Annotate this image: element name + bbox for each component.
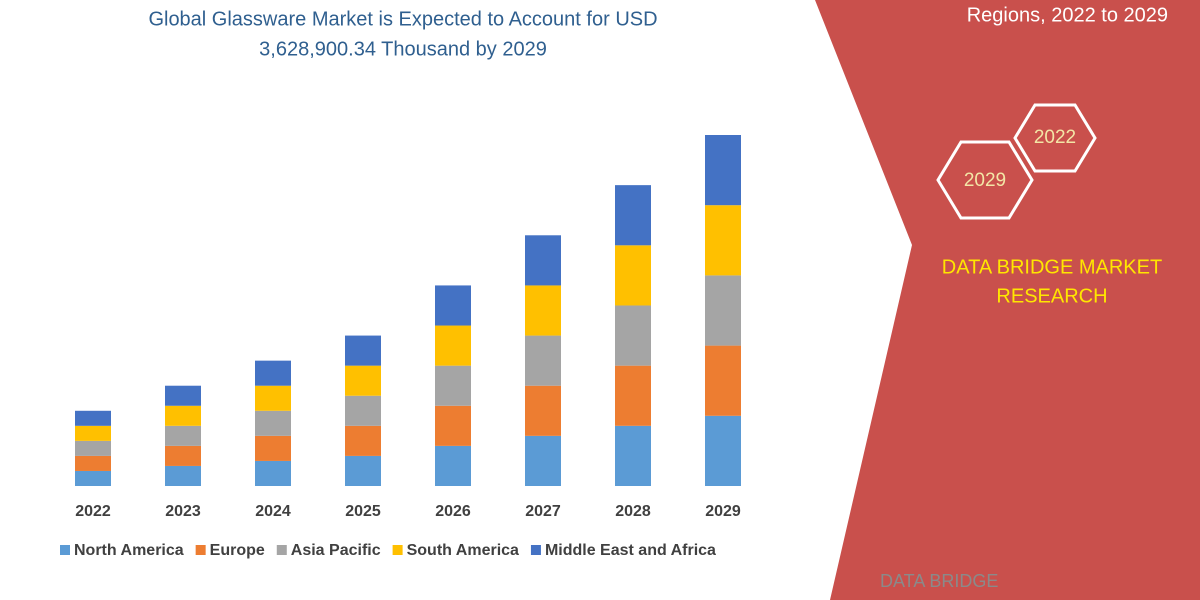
bar-segment [525,235,561,286]
bar-segment [255,410,291,436]
legend-label: Europe [210,542,265,559]
bar-segment [615,185,651,246]
legend-label: South America [407,542,519,559]
bar-segment [165,465,201,486]
hexagon [936,140,1034,220]
legend-swatch [530,545,541,555]
bar-segment [705,345,741,416]
bar-segment [165,385,201,406]
brand-name: DATA BRIDGE MARKET [942,256,1162,278]
bar-segment [525,385,561,436]
bar-segment [165,445,201,466]
bar-segment [165,405,201,426]
chart-title: 3,628,900.34 Thousand by 2029 [259,38,547,60]
legend-label: North America [74,542,184,559]
x-tick-label: 2025 [345,503,381,520]
x-tick-label: 2023 [165,503,201,520]
bar-segment [435,365,471,406]
bar-segment [345,365,381,396]
bar-segment [255,435,291,461]
side-heading: Regions, 2022 to 2029 [967,4,1168,26]
legend-swatch [276,545,287,555]
legend-swatch [60,545,70,555]
bar-segment [435,285,471,326]
bar-segment [705,135,741,206]
bar-segment [75,410,111,426]
bar-segment [435,325,471,366]
bar-segment [705,205,741,276]
x-tick-label: 2026 [435,503,471,520]
hexagon-label: 2029 [964,170,1006,191]
bar-segment [255,360,291,386]
bar-segment [615,305,651,366]
plot-area: 2022 2023 2024 2025 2026 2027 2028 2029 North Am… [60,135,741,559]
hexagon [1013,103,1097,173]
bar-segment [345,335,381,366]
bar-segment [435,405,471,446]
bar-segment [435,445,471,486]
x-tick-label: 2029 [705,503,741,520]
bar-segment [255,460,291,486]
legend-label: Middle East and Africa [545,542,716,559]
brand-name: RESEARCH [996,285,1107,307]
bar-segment [615,425,651,486]
footer-logo: DATA BRIDGE [880,571,998,591]
side-panel [815,0,1200,600]
bar-segment [75,455,111,471]
bar-segment [525,285,561,336]
x-tick-label: 2028 [615,503,651,520]
legend-swatch [195,545,206,555]
legend-swatch [392,545,403,555]
bar-segment [345,455,381,486]
bar-segment [705,415,741,486]
bar-segment [75,425,111,441]
x-tick-label: 2027 [525,503,561,520]
bar-segment [345,395,381,426]
bar-segment [75,440,111,456]
bar-segment [255,385,291,411]
bar-segment [525,335,561,386]
x-tick-label: 2024 [255,503,291,520]
bar-segment [75,470,111,486]
bar-segment [345,425,381,456]
bar-segment [705,275,741,346]
chart-title: Global Glassware Market is Expected to A… [148,8,657,30]
hexagon-label: 2022 [1034,127,1076,148]
bar-segment [165,425,201,446]
bar-segment [615,365,651,426]
x-tick-label: 2022 [75,503,111,520]
bar-segment [615,245,651,306]
legend-label: Asia Pacific [291,542,381,559]
bar-segment [525,435,561,486]
